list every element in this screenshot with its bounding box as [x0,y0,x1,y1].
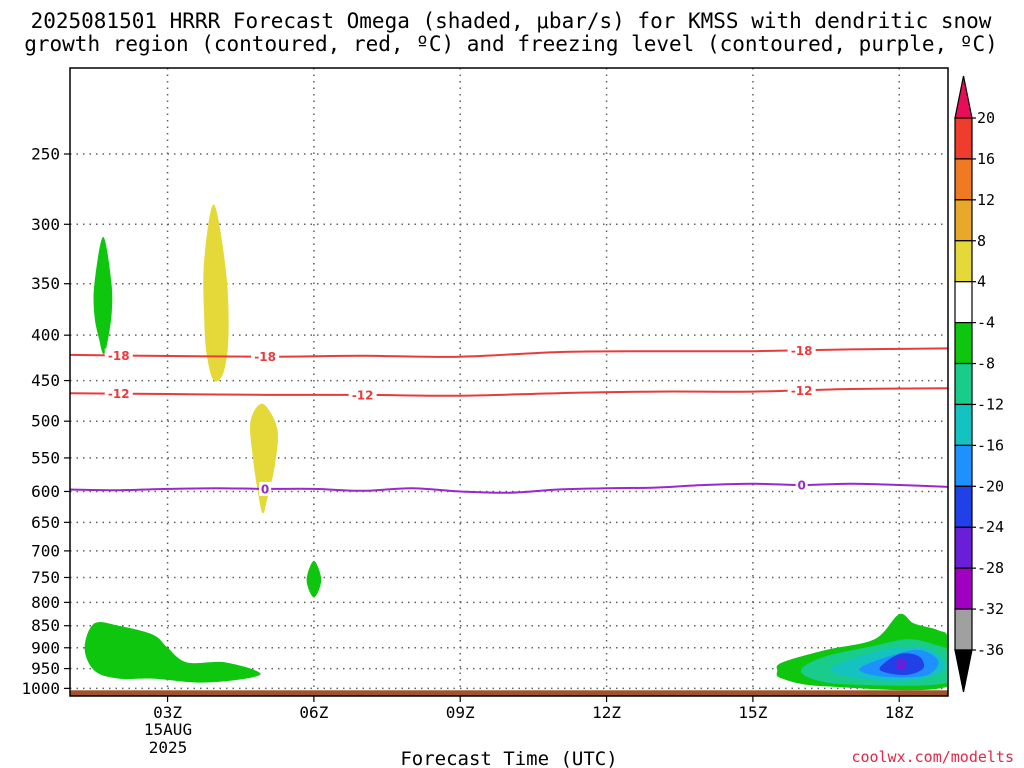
y-tick-label: 450 [31,371,60,390]
colorbar-label: -36 [977,641,1004,659]
omega-region-1 [203,204,229,382]
colorbar-arrow-top [954,75,973,119]
y-tick-label: 1000 [21,679,60,698]
colorbar-box [954,608,973,651]
colorbar-box [954,240,973,283]
omega-region-10 [896,658,907,670]
contour-label-bg [104,348,133,363]
omega-region-0 [93,236,113,355]
plot-area: -18 -18 -18 -12 -12 -12 0 0 [69,67,949,697]
colorbar-box [954,199,973,242]
contour-label-bg [259,481,272,496]
contour-label-bg [251,349,280,364]
y-tick-label: 800 [31,593,60,612]
omega-region-4 [84,621,261,683]
chart-title-line1: 2025081501 HRRR Forecast Omega (shaded, … [31,9,992,33]
colorbar-label: -8 [977,355,995,373]
colorbar-label: 16 [977,150,995,168]
contour-label: -12 [352,388,374,402]
colorbar-label: 4 [977,273,986,291]
y-tick-label: 750 [31,568,60,587]
omega-colorbar: 20 16 12 8 4 -4 -8 -12 -16 -20 -24 -28 -32 -36 [954,75,1004,693]
y-tick-label: 300 [31,215,60,234]
plot-frame [69,67,949,697]
y-tick-label: 950 [31,659,60,678]
colorbar-box [954,362,973,406]
colorbar-label: -24 [977,518,1004,536]
colorbar-box [954,281,973,324]
y-axis-pressure: 250 300 350 400 450 500 550 600 650 700 750 800 850 9… [21,145,70,698]
contour-label-bg [787,343,816,358]
contour-label: -12 [791,384,813,398]
x-tick-label: 12Z [592,703,621,722]
grid-lines [70,68,948,696]
contour-label: -18 [254,350,276,364]
colorbar-label: 12 [977,191,995,209]
y-tick-label: 400 [31,326,60,345]
colorbar-label: -16 [977,436,1004,454]
colorbar-label: -20 [977,477,1004,495]
ground-layer [70,690,948,696]
y-tick-label: 500 [31,412,60,431]
colorbar-box [954,322,973,365]
date-label-year: 2025 [149,738,188,757]
y-tick-label: 650 [31,513,60,532]
x-tick-label: 09Z [446,703,475,722]
colorbar-label: -32 [977,600,1004,618]
contour-label: -18 [791,344,813,358]
colorbar-box [954,567,973,610]
y-tick-label: 600 [31,482,60,501]
contour-lines: -18 -18 -18 -12 -12 -12 0 0 [70,343,948,496]
colorbar-box [954,526,973,569]
x-tick-label: 15Z [738,703,767,722]
omega-shading [84,204,948,691]
colorbar-label: 8 [977,232,986,250]
contour-label: -18 [108,349,130,363]
y-tick-label: 350 [31,274,60,293]
contour-label: -12 [108,387,130,401]
credit-text: coolwx.com/modelts [851,748,1014,766]
colorbar-box [954,158,973,201]
y-tick-label: 250 [31,145,60,164]
colorbar-box [954,485,973,528]
y-tick-label: 550 [31,448,60,467]
y-tick-label: 700 [31,541,60,560]
x-tick-label: 18Z [885,703,914,722]
contour-label: 0 [797,478,805,492]
colorbar-label: -4 [977,314,995,332]
colorbar-box [954,117,973,160]
contour-label: 0 [261,482,269,496]
x-axis-label: Forecast Time (UTC) [400,748,617,768]
colorbar-label: -28 [977,559,1004,577]
omega-region-2 [250,403,278,514]
y-tick-label: 850 [31,616,60,635]
colorbar-box [954,403,973,446]
contour-label-bg [104,386,133,401]
contour-label-bg [787,383,816,398]
y-tick-label: 900 [31,638,60,657]
x-tick-label: 03Z [153,703,182,722]
omega-region-3 [306,560,322,598]
ground-fill [70,690,948,696]
chart-title-line2: growth region (contoured, red, ºC) and f… [24,32,998,56]
plot-background [70,68,948,696]
colorbar-label: -12 [977,395,1004,413]
contour-label-bg [795,477,808,492]
x-tick-label: 06Z [299,703,328,722]
date-label-day: 15AUG [144,720,192,739]
colorbar-label: 20 [977,109,995,127]
colorbar-arrow-bottom [954,649,973,693]
x-axis-time: 03Z 06Z 09Z 12Z 15Z 18Z [153,696,914,722]
colorbar-box [954,444,973,487]
contour-label-bg [348,387,377,402]
